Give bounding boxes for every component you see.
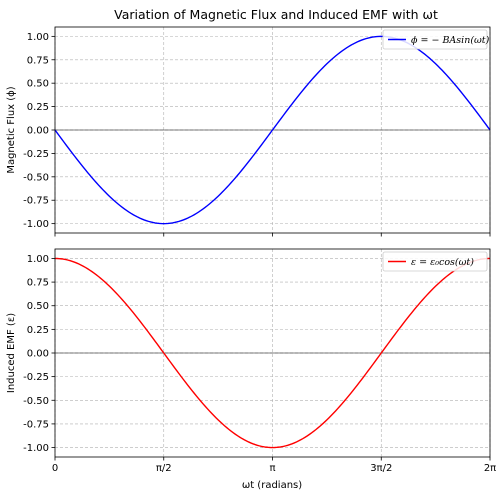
emf-x-tick-label: 3π/2 xyxy=(370,463,392,474)
flux-y-tick-label: 0.50 xyxy=(27,79,49,90)
emf-y-tick-label: 0.25 xyxy=(27,325,49,336)
chart-title: Variation of Magnetic Flux and Induced E… xyxy=(114,7,438,22)
emf-x-tick-label: 0 xyxy=(52,463,58,474)
x-axis-label: ωt (radians) xyxy=(242,480,302,491)
flux-legend-box xyxy=(382,29,488,50)
emf-y-tick-label: 1.00 xyxy=(27,254,49,265)
emf-y-tick-label: -1.00 xyxy=(23,443,49,454)
emf-y-tick-label: 0.50 xyxy=(27,301,49,312)
flux-y-tick-label: 0.25 xyxy=(27,102,49,113)
emf-y-axis-label: Induced EMF (ε) xyxy=(6,313,17,393)
flux-y-tick-label: -0.75 xyxy=(23,196,49,207)
emf-y-tick-label: -0.75 xyxy=(23,419,49,430)
flux-panel: -1.00 -0.75 -0.50 -0.25 0.00 0.25 0.50 0.75 1.00… xyxy=(6,26,491,237)
emf-y-tick-label: 0.75 xyxy=(27,278,49,289)
emf-legend-label: ε = ε₀cos(ωt) xyxy=(411,257,474,268)
flux-y-tick-label: 1.00 xyxy=(27,32,49,43)
flux-y-tick-label: -1.00 xyxy=(23,219,49,230)
flux-legend-label: ϕ = − BAsin(ωt) xyxy=(411,35,490,46)
emf-y-tick-label: -0.25 xyxy=(23,372,49,383)
emf-x-tick-label: 2π xyxy=(484,463,496,474)
emf-axes-frame xyxy=(54,248,491,458)
emf-y-tick-label: 0.00 xyxy=(27,349,49,360)
emf-legend-box xyxy=(382,251,488,272)
emf-panel: -1.00 -0.75 -0.50 -0.25 0.00 0.25 0.50 0.75 1.00… xyxy=(6,248,496,474)
emf-x-tick-label: π/2 xyxy=(156,463,172,474)
emf-x-tick-label: π xyxy=(269,463,275,474)
flux-y-tick-label: 0.00 xyxy=(27,126,49,137)
flux-y-tick-label: -0.50 xyxy=(23,172,49,183)
flux-y-axis-label: Magnetic Flux (ϕ) xyxy=(6,86,17,173)
emf-series-line xyxy=(54,257,491,449)
flux-y-tick-label: 0.75 xyxy=(27,55,49,66)
flux-axes-frame xyxy=(54,26,491,234)
emf-y-tick-label: -0.50 xyxy=(23,396,49,407)
flux-y-tick-label: -0.25 xyxy=(23,149,49,160)
